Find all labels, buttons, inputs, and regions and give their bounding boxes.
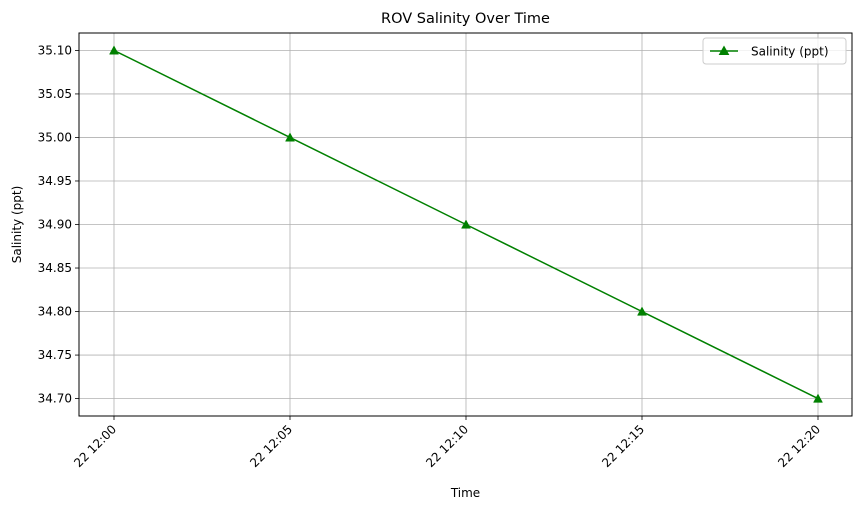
legend-box (702, 37, 847, 65)
y-tick-label: 35.05 (38, 87, 72, 101)
y-tick-label: 34.90 (38, 218, 72, 232)
x-axis-label: Time (450, 486, 480, 500)
data-point-triangle-up-icon (813, 393, 823, 403)
data-point-triangle-up-icon (637, 306, 647, 316)
legend-label: Salinity (ppt) (751, 45, 829, 59)
chart-title: ROV Salinity Over Time (381, 11, 550, 27)
data-point-triangle-up-icon (109, 45, 119, 55)
legend: Salinity (ppt) (702, 37, 847, 65)
data-point-triangle-up-icon (285, 132, 295, 142)
x-tick-label: 22 12:00 (71, 422, 119, 470)
data-point-triangle-up-icon (461, 219, 471, 229)
x-ticks: 22 12:00 22 12:05 22 12:10 22 12:15 22 12:20 (71, 416, 823, 470)
y-tick-label: 35.10 (38, 43, 72, 57)
y-ticks: 34.70 34.75 34.80 34.85 34.90 34.95 35.00 35.05… (38, 43, 79, 406)
y-tick-label: 34.70 (38, 392, 72, 406)
x-tick-label: 22 12:15 (599, 422, 647, 470)
y-tick-label: 34.85 (38, 261, 72, 275)
y-tick-label: 34.80 (38, 305, 72, 319)
y-tick-label: 34.75 (38, 348, 72, 362)
x-tick-label: 22 12:20 (775, 422, 823, 470)
legend-marker-triangle-up-icon (718, 45, 730, 55)
series-layer (109, 45, 823, 403)
y-tick-label: 34.95 (38, 174, 72, 188)
y-tick-label: 35.00 (38, 130, 72, 144)
y-axis-label: Salinity (ppt) (10, 186, 24, 264)
x-tick-label: 22 12:10 (423, 422, 471, 470)
x-tick-label: 22 12:05 (247, 422, 295, 470)
